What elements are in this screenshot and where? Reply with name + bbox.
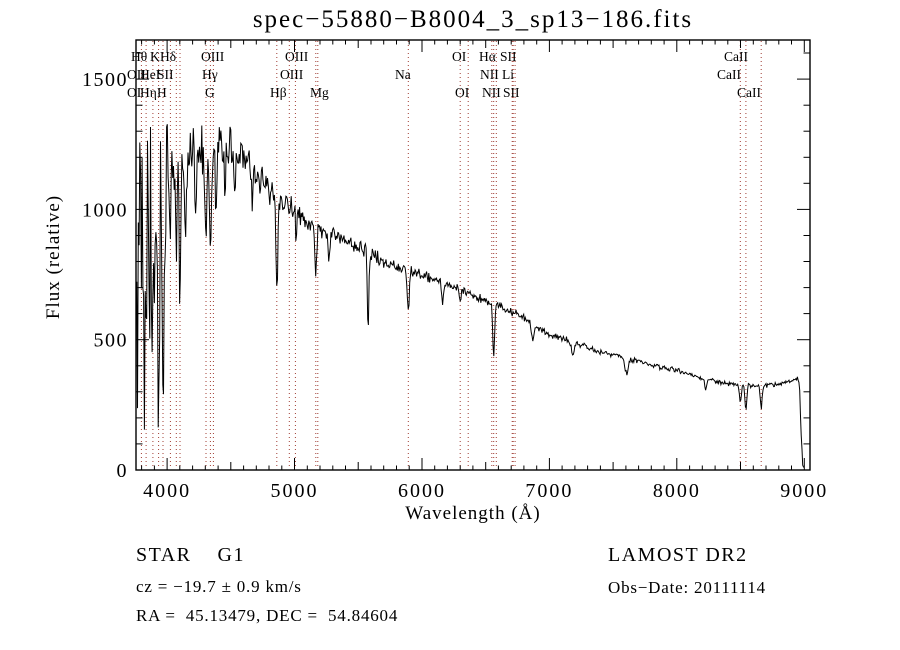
spectral-line-label: Hγ xyxy=(202,67,218,82)
y-tick-label: 1000 xyxy=(82,199,128,221)
spectral-line-label: NII xyxy=(482,85,501,100)
x-tick-label: 7000 xyxy=(525,480,573,502)
spectral-line-label: Hβ xyxy=(270,85,287,100)
spectral-line-label: Mg xyxy=(310,85,329,100)
y-tick-label: 500 xyxy=(94,330,129,352)
spectral-line-label: OIII xyxy=(280,67,304,82)
spectral-line-label: HeI xyxy=(140,67,161,82)
spectral-line-label: Li xyxy=(502,67,514,82)
x-tick-label: 9000 xyxy=(780,480,828,502)
radial-velocity-label: cz = −19.7 ± 0.9 km/s xyxy=(136,577,302,596)
spectrum xyxy=(135,124,805,468)
spectral-line-label: SII xyxy=(157,67,174,82)
axes-frame xyxy=(135,39,811,471)
spectral-line-label: Hδ xyxy=(160,49,176,64)
y-tick-labels: 0 500 1000 1500 xyxy=(82,69,129,482)
spectral-line-label: OIII xyxy=(201,49,225,64)
x-tick-label: 8000 xyxy=(653,480,701,502)
spectral-line-label: OI xyxy=(452,49,467,64)
y-tick-label: 1500 xyxy=(82,69,128,91)
x-tick-labels: 4000 5000 6000 7000 8000 9000 xyxy=(143,480,828,502)
spectral-line-markers xyxy=(140,41,762,469)
x-tick-label: 4000 xyxy=(143,480,191,502)
survey-release-label: LAMOST DR2 xyxy=(608,544,748,566)
spectral-line-label: K xyxy=(150,49,160,64)
spectral-line-label: NII xyxy=(480,67,499,82)
obs-date-label: Obs−Date: 20111114 xyxy=(608,578,766,597)
spectral-line-label: CaII xyxy=(737,85,761,100)
spectral-line-label: Na xyxy=(395,67,411,82)
object-class-label: STAR G1 xyxy=(136,544,245,566)
x-axis-title: Wavelength (Å) xyxy=(405,503,541,524)
spectral-line-label: Hη xyxy=(140,85,157,100)
spectral-line-label: Hα xyxy=(479,49,496,64)
spectral-line-label: SII xyxy=(500,49,517,64)
x-tick-label: 6000 xyxy=(398,480,446,502)
spectral-line-label: OI xyxy=(455,85,470,100)
spectral-line-label: CaII xyxy=(724,49,748,64)
y-axis-title: Flux (relative) xyxy=(43,194,64,320)
spectral-line-label: H xyxy=(157,85,167,100)
spectrum-trace xyxy=(135,124,805,468)
spectral-line-label: SII xyxy=(503,85,520,100)
plot-frame xyxy=(135,39,811,471)
spectral-line-label: CaII xyxy=(717,67,741,82)
spectral-line-label: OI xyxy=(127,85,142,100)
spectral-line-label: G xyxy=(205,85,215,100)
spectral-line-label: Hθ xyxy=(131,49,147,64)
ra-dec-label: RA = 45.13479, DEC = 54.84604 xyxy=(136,606,399,625)
tick-marks xyxy=(136,40,810,471)
y-tick-label: 0 xyxy=(117,460,129,482)
x-tick-label: 5000 xyxy=(271,480,319,502)
spectral-line-label: OIII xyxy=(285,49,309,64)
plot-title: spec−55880−B8004_3_sp13−186.fits xyxy=(252,6,694,33)
